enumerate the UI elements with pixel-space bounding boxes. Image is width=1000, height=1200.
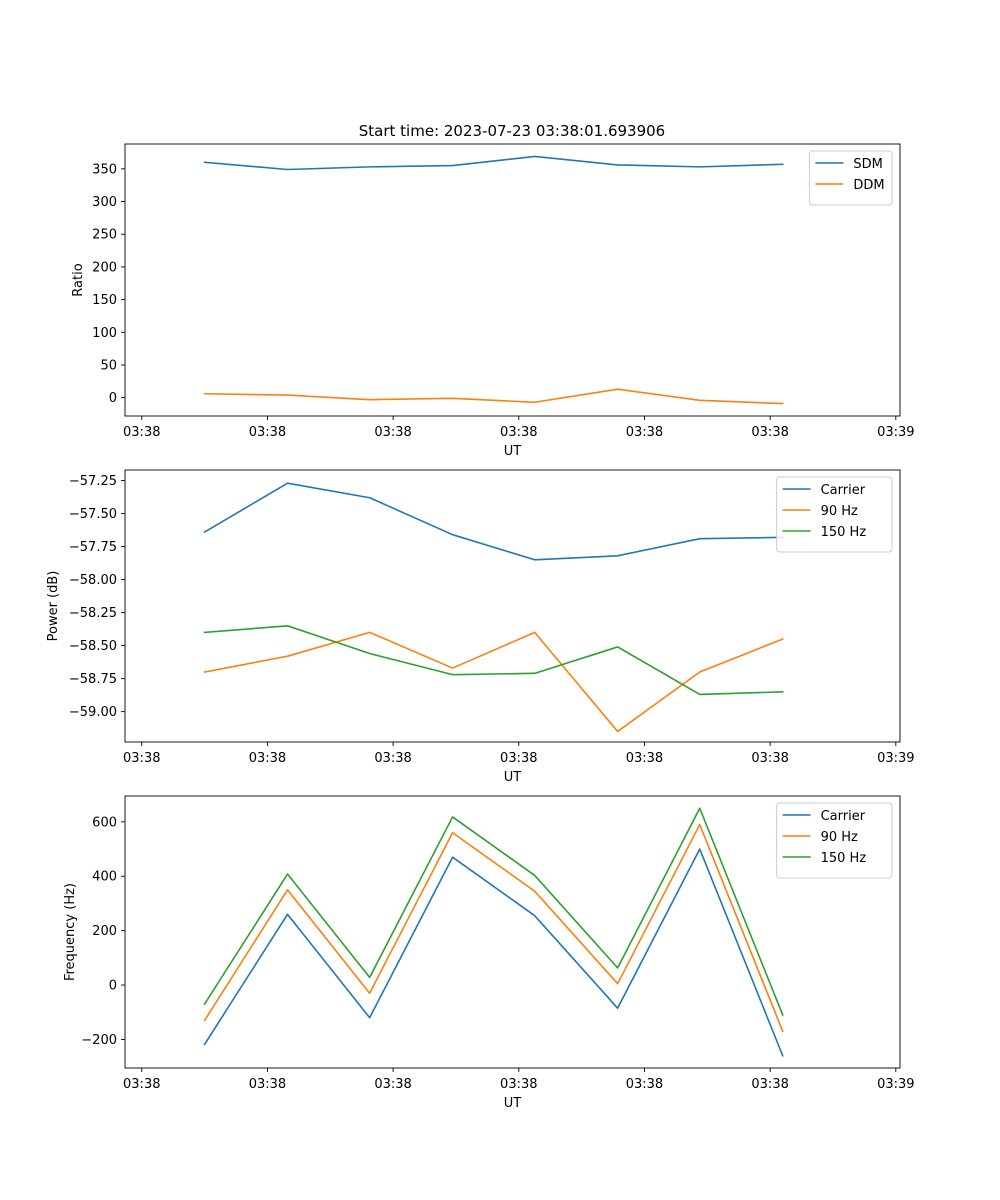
series-line-90-hz [203,823,784,1033]
legend-label: SDM [853,157,882,172]
y-tick-label: −200 [81,1033,117,1048]
y-tick-label: 150 [92,293,117,308]
x-tick-label: 03:38 [500,425,537,440]
series-line-sdm [203,155,784,171]
legend-box [776,802,893,879]
x-tick-label: 03:38 [374,1077,411,1092]
y-tick-label: −59.00 [69,705,117,720]
panel-frequency: 03:38 03:38 03:38 03:38 03:38 03:38 03:39 −200 0… [63,795,915,1111]
y-tick-label: 50 [100,359,117,374]
y-tick-label: −57.25 [69,474,117,489]
x-tick-label: 03:38 [751,751,788,766]
legend-label: 90 Hz [821,504,858,519]
x-tick-label: 03:38 [249,751,286,766]
x-tick-label: 03:38 [626,425,663,440]
x-tick-label: 03:38 [374,751,411,766]
x-axis-label: UT [504,770,522,785]
y-tick-label: 200 [92,260,117,275]
x-tick-label: 03:39 [877,751,914,766]
legend-box [808,150,893,206]
series-group [203,807,784,1057]
y-tick-label: 350 [92,162,117,177]
x-tick-label: 03:38 [249,425,286,440]
x-tick-label: 03:38 [626,751,663,766]
x-tick-label: 03:38 [123,1077,160,1092]
x-tick-label: 03:39 [877,1077,914,1092]
series-group [203,155,784,405]
y-tick-label: 0 [109,979,117,994]
x-tick-label: 03:38 [249,1077,286,1092]
x-tick-label: 03:38 [374,425,411,440]
legend: Carrier 90 Hz 150 Hz [776,802,893,879]
y-axis-ticks: 0 50 100 150 200 250 300 350 [92,162,125,406]
panel-ratio: 03:38 03:38 03:38 03:38 03:38 03:38 03:39 0 50 10… [71,143,915,459]
legend: SDM DDM [808,150,893,206]
x-axis-ticks: 03:38 03:38 03:38 03:38 03:38 03:38 03:39 [123,416,915,440]
y-tick-label: −58.50 [69,639,117,654]
series-group [203,482,784,733]
y-axis-ticks: −200 0 200 400 600 [81,815,125,1048]
y-tick-label: 250 [92,228,117,243]
y-axis-label: Ratio [71,263,86,296]
x-axis-label: UT [504,444,522,459]
y-tick-label: 0 [109,391,117,406]
series-line-carrier [203,848,784,1057]
chart-title: Start time: 2023-07-23 03:38:01.693906 [359,122,665,140]
x-tick-label: 03:38 [500,1077,537,1092]
y-tick-label: −58.75 [69,672,117,687]
y-axis-ticks: −59.00 −58.75 −58.50 −58.25 −58.00 −57.75 −57.… [69,474,125,720]
panels: 03:38 03:38 03:38 03:38 03:38 03:38 03:39 0 50 10… [46,143,915,1111]
legend-box [776,476,893,553]
axes-frame [124,469,901,743]
x-tick-label: 03:39 [877,425,914,440]
y-tick-label: −57.50 [69,507,117,522]
x-axis-label: UT [504,1096,522,1111]
y-tick-label: 300 [92,195,117,210]
legend-label: 150 Hz [821,525,867,540]
x-tick-label: 03:38 [751,1077,788,1092]
x-axis-ticks: 03:38 03:38 03:38 03:38 03:38 03:38 03:39 [123,1068,915,1092]
y-tick-label: 100 [92,326,117,341]
legend-label: 150 Hz [821,851,867,866]
legend-label: Carrier [821,483,866,498]
series-line-150-hz [203,807,784,1017]
legend-label: Carrier [821,809,866,824]
axes-frame [124,795,901,1069]
series-line-ddm [203,388,784,405]
legend-label: DDM [853,178,884,193]
y-tick-label: 600 [92,815,117,830]
series-line-150-hz [203,625,784,696]
panel-power: 03:38 03:38 03:38 03:38 03:38 03:38 03:39 −59.0… [46,469,915,785]
axes-frame [124,143,901,417]
x-tick-label: 03:38 [123,425,160,440]
x-tick-label: 03:38 [123,751,160,766]
legend-label: 90 Hz [821,830,858,845]
legend: Carrier 90 Hz 150 Hz [776,476,893,553]
x-tick-label: 03:38 [626,1077,663,1092]
y-tick-label: 400 [92,870,117,885]
series-line-90-hz [203,631,784,733]
x-tick-label: 03:38 [500,751,537,766]
x-axis-ticks: 03:38 03:38 03:38 03:38 03:38 03:38 03:39 [123,742,915,766]
series-line-carrier [203,482,784,561]
y-axis-label: Frequency (Hz) [63,883,78,981]
y-tick-label: 200 [92,924,117,939]
x-tick-label: 03:38 [751,425,788,440]
y-tick-label: −58.00 [69,573,117,588]
y-tick-label: −58.25 [69,606,117,621]
y-tick-label: −57.75 [69,540,117,555]
y-axis-label: Power (dB) [46,571,61,642]
